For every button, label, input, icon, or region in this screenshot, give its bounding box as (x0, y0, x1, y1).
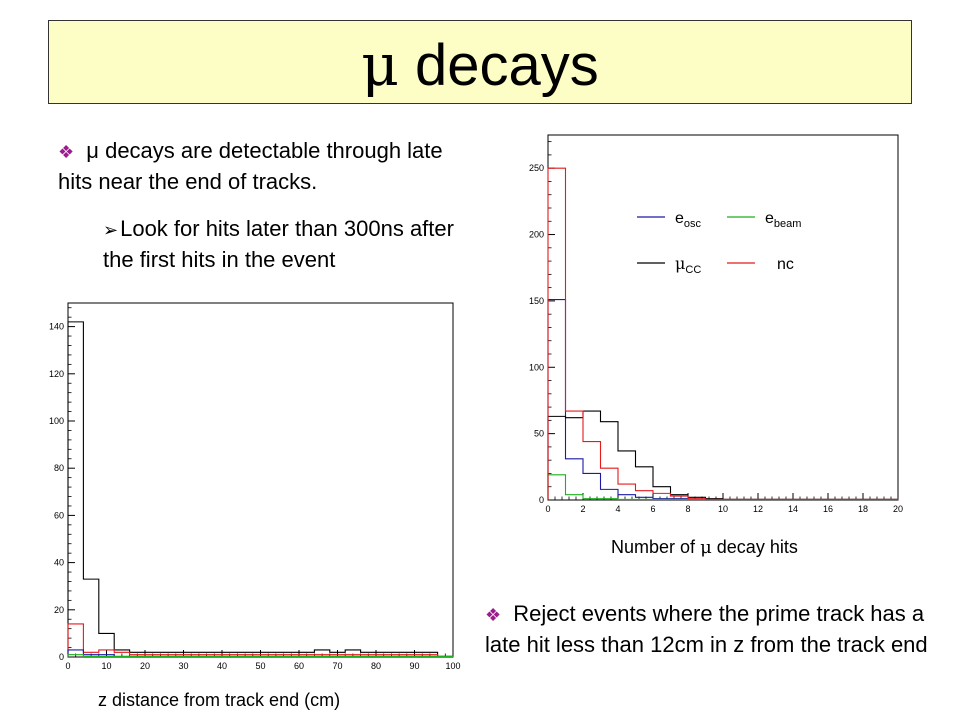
arrow-bullet-icon: ➢ (103, 220, 119, 240)
plot-frame (547, 134, 899, 501)
y-tick-label: 0 (59, 652, 64, 662)
left-x-axis-label: z distance from track end (cm) (98, 690, 341, 710)
x-tick-label: 70 (332, 661, 342, 671)
x-tick-label: 90 (409, 661, 419, 671)
x-tick-label: 0 (65, 661, 70, 671)
title-text: decays (415, 33, 599, 98)
legend-label: ebeam (765, 210, 801, 230)
x-tick-label: 10 (718, 504, 728, 514)
x-tick-label: 8 (685, 504, 690, 514)
histogram-series-nc (547, 167, 899, 501)
slide-title: μ decays (49, 29, 911, 102)
histogram-series (67, 654, 454, 658)
x-tick-label: 12 (753, 504, 763, 514)
y-tick-label: 200 (529, 230, 544, 240)
y-tick-label: 150 (529, 296, 544, 306)
y-tick-label: 140 (49, 322, 64, 332)
y-tick-label: 100 (529, 362, 544, 372)
x-tick-label: 20 (893, 504, 903, 514)
x-tick-label: 14 (788, 504, 798, 514)
x-tick-label: 6 (650, 504, 655, 514)
x-tick-label: 18 (858, 504, 868, 514)
legend-label: μCC (675, 254, 701, 276)
x-tick-label: 0 (545, 504, 550, 514)
y-tick-label: 40 (54, 558, 64, 568)
right-x-label-pre: Number of (611, 537, 696, 557)
bullet-1: ❖ μ decays are detectable through late h… (58, 136, 478, 197)
y-tick-label: 80 (54, 463, 64, 473)
legend-label: eosc (675, 210, 702, 230)
y-tick-label: 250 (529, 163, 544, 173)
x-tick-label: 60 (294, 661, 304, 671)
y-tick-label: 0 (539, 495, 544, 505)
histogram-series (67, 321, 454, 658)
bullet-1-text: decays are detectable through late hits … (58, 138, 443, 194)
plot-frame (67, 302, 454, 658)
x-tick-label: 16 (823, 504, 833, 514)
y-tick-label: 20 (54, 605, 64, 615)
title-box: μ decays (48, 20, 912, 104)
right-x-axis-label: Number of μ decay hits (611, 537, 798, 558)
x-tick-label: 40 (217, 661, 227, 671)
y-tick-label: 100 (49, 416, 64, 426)
bullet-1-mu: μ (86, 138, 99, 163)
legend-label: nc (777, 256, 794, 273)
bullet-3-text: Reject events where the prime track has … (485, 601, 928, 657)
y-tick-label: 120 (49, 369, 64, 379)
x-tick-label: 100 (445, 661, 460, 671)
x-tick-label: 4 (615, 504, 620, 514)
x-tick-label: 10 (101, 661, 111, 671)
bullet-2-text: Look for hits later than 300ns after the… (103, 216, 454, 272)
x-tick-label: 50 (255, 661, 265, 671)
right-x-label-mu: μ (700, 537, 712, 558)
z-distance-histogram: 0 10 20 30 40 50 60 70 80 90 100 0 20 40 60 80 100 120 140 (49, 302, 461, 671)
diamond-bullet-icon: ❖ (485, 605, 502, 625)
x-tick-label: 30 (178, 661, 188, 671)
right-x-label-post: decay hits (716, 537, 798, 557)
x-tick-label: 80 (371, 661, 381, 671)
y-tick-label: 50 (534, 429, 544, 439)
x-tick-label: 20 (140, 661, 150, 671)
histogram-series (67, 623, 454, 658)
y-tick-label: 60 (54, 510, 64, 520)
diamond-bullet-icon: ❖ (58, 142, 75, 162)
bullet-3: ❖ Reject events where the prime track ha… (485, 599, 935, 660)
bullet-2: ➢Look for hits later than 300ns after th… (103, 214, 483, 275)
x-tick-label: 2 (580, 504, 585, 514)
title-mu-symbol: μ (361, 31, 399, 99)
